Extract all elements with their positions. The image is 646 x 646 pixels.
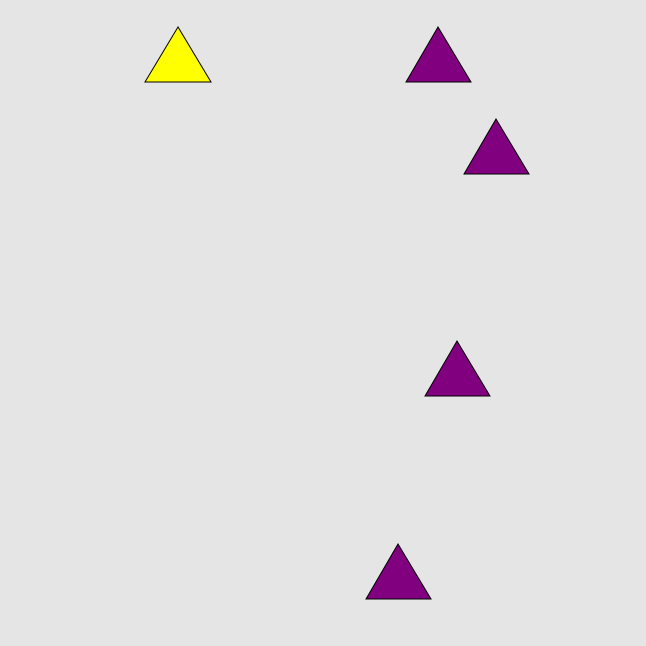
purple-triangle-1 <box>405 26 472 83</box>
purple-triangle-2 <box>463 118 530 175</box>
purple-triangle-3 <box>424 340 491 397</box>
purple-triangle-4 <box>365 543 432 600</box>
yellow-triangle <box>144 26 212 83</box>
